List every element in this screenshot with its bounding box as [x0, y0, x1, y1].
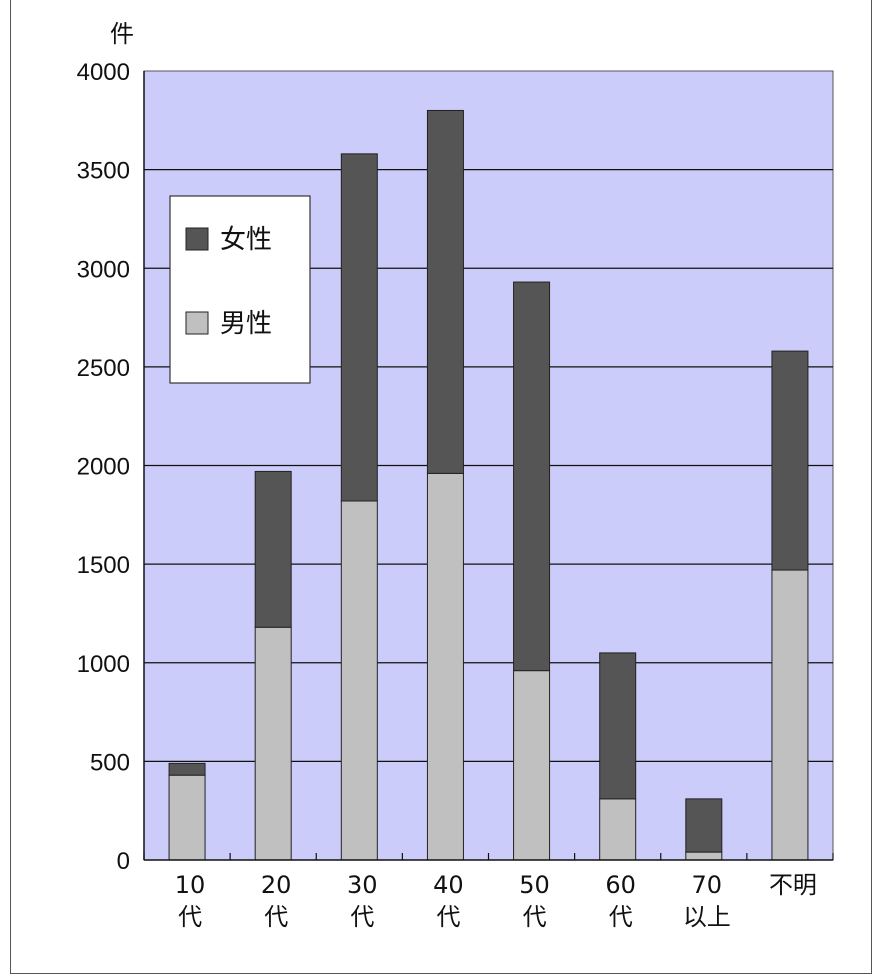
y-tick-label: 1000: [77, 651, 130, 678]
bar-female-2: [340, 153, 378, 502]
bar-male-5: [599, 798, 637, 861]
x-tick-label: 60: [605, 871, 636, 899]
x-tick-label: 代: [264, 903, 288, 931]
legend-label: 男性: [220, 309, 272, 339]
legend-swatch: [185, 311, 209, 335]
x-tick-labels: 10 代 20 代 30 代 40 代 50 代 60 代 70 以上 不明: [175, 871, 817, 931]
x-tick-label: 10: [175, 871, 206, 899]
bar-female-4: [513, 281, 551, 672]
x-tick-label: 代: [436, 903, 460, 931]
bar-male-6: [685, 851, 723, 861]
bar-female-3: [426, 109, 464, 474]
bar-male-3: [426, 472, 464, 861]
x-tick-label: 以上: [683, 903, 731, 931]
bar-female-5: [599, 652, 637, 800]
y-tick-label: 4000: [77, 59, 130, 86]
y-tick-label: 500: [90, 749, 130, 776]
bar-male-4: [513, 670, 551, 861]
bar-female-1: [254, 470, 292, 628]
x-tick-label: 40: [433, 871, 464, 899]
x-tick-label: 不明: [769, 871, 817, 899]
y-tick-label: 2500: [77, 355, 130, 382]
y-tick-label: 3500: [77, 158, 130, 185]
legend-box: [169, 195, 311, 384]
x-tick-label: 代: [178, 903, 202, 931]
x-tick-label: 30: [347, 871, 378, 899]
bar-male-0: [168, 774, 206, 861]
x-tick-label: 代: [523, 903, 547, 931]
bar-male-1: [254, 626, 292, 861]
y-tick-label: 2000: [77, 454, 130, 481]
legend-swatch: [185, 227, 209, 251]
y-tick-label: 0: [117, 848, 130, 875]
y-tick-label: 3000: [77, 256, 130, 283]
x-tick-label: 代: [350, 903, 374, 931]
bar-male-7: [771, 569, 809, 861]
bar-male-2: [340, 500, 378, 861]
bars: [168, 109, 809, 861]
chart-frame: [10, 0, 872, 974]
y-tick-label: 1500: [77, 552, 130, 579]
y-unit-label: 件: [110, 20, 134, 48]
y-tick-labels: 0 500 1000 1500 2000 2500 3000 3500 4000: [77, 59, 130, 875]
bar-female-6: [685, 798, 723, 853]
x-tick-label: 70: [692, 871, 723, 899]
x-tick-label: 代: [609, 903, 633, 931]
x-tick-label: 50: [519, 871, 550, 899]
bar-female-7: [771, 350, 809, 571]
x-tick-label: 20: [261, 871, 292, 899]
bar-female-0: [168, 762, 206, 776]
axes: [143, 71, 834, 861]
legend-label: 女性: [220, 225, 272, 255]
